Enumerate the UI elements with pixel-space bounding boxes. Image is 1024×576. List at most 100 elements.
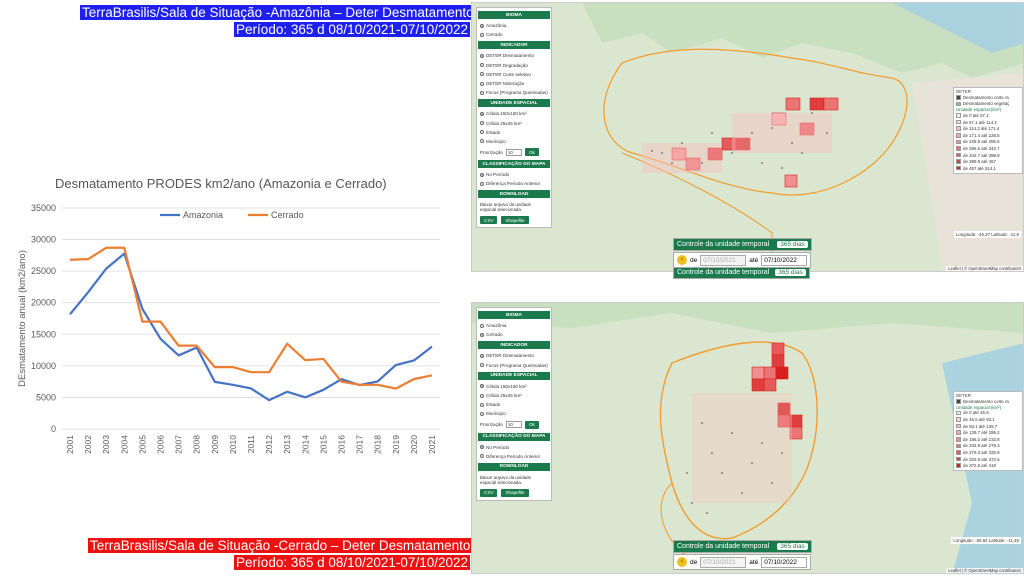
shapefile-button[interactable]: Shapefile bbox=[501, 488, 529, 497]
radio-button[interactable] bbox=[480, 139, 484, 144]
amazonia-basemap[interactable] bbox=[472, 3, 1024, 272]
map-panel-cerrado[interactable]: BIOMA Amazônia Cerrado INDICADOR DETER De… bbox=[471, 302, 1024, 574]
bioma-option[interactable]: Cerrado bbox=[478, 330, 550, 339]
radio-button[interactable] bbox=[480, 53, 484, 58]
legend-swatch bbox=[956, 159, 961, 164]
y-axis-label: DEsmatamento anual (km2/ano) bbox=[17, 250, 28, 387]
radio-button[interactable] bbox=[480, 384, 484, 389]
shapefile-button[interactable]: Shapefile bbox=[501, 216, 529, 225]
classificacao-option[interactable]: No Período bbox=[478, 443, 550, 452]
radio-button[interactable] bbox=[480, 323, 484, 328]
de-label: de bbox=[690, 256, 698, 264]
csv-button[interactable]: CSV bbox=[480, 216, 498, 225]
days-select[interactable]: 365 dias bbox=[777, 241, 808, 248]
bioma-option-label: Cerrado bbox=[486, 32, 503, 38]
csv-button[interactable]: CSV bbox=[480, 488, 498, 497]
days-select[interactable]: 365 dias bbox=[777, 543, 808, 550]
bioma-options: Amazônia Cerrado bbox=[478, 321, 550, 339]
unidade-option[interactable]: Célula 150x150 km² bbox=[478, 382, 550, 391]
radio-button[interactable] bbox=[480, 332, 484, 337]
legend-swatch bbox=[956, 399, 961, 404]
unidade-option[interactable]: Estado bbox=[478, 128, 550, 137]
legend-range-row: de 372.5 até 419 bbox=[956, 462, 1020, 469]
indicador-option[interactable]: DETER Corte seletivo bbox=[478, 70, 550, 79]
unidade-option[interactable]: Célula 25x25 km² bbox=[478, 391, 550, 400]
indicador-option[interactable]: DETER Desmatamento bbox=[478, 51, 550, 60]
bioma-option[interactable]: Cerrado bbox=[478, 30, 550, 39]
legend-range-row: de 342.7 até 399.9 bbox=[956, 152, 1020, 159]
legend-label: Cerrado bbox=[271, 210, 304, 220]
radio-button[interactable] bbox=[480, 32, 484, 37]
unidade-option[interactable]: Célula 25x25 km² bbox=[478, 119, 550, 128]
indicador-option[interactable]: DETER Desmatamento bbox=[478, 351, 550, 360]
radio-button[interactable] bbox=[480, 121, 484, 126]
radio-button[interactable] bbox=[480, 181, 484, 186]
date-from-input[interactable]: 07/10/2021 bbox=[700, 254, 747, 266]
days-select[interactable]: 365 dias bbox=[775, 269, 806, 276]
top-banner: TerraBrasilis/Sala de Situação -Amazônia… bbox=[80, 4, 476, 38]
radio-button[interactable] bbox=[480, 172, 484, 177]
date-to-input[interactable]: 07/10/2022 bbox=[761, 556, 808, 568]
radio-button[interactable] bbox=[480, 445, 484, 450]
radio-button[interactable] bbox=[480, 411, 484, 416]
deforestation-cells-cerrado[interactable] bbox=[692, 342, 803, 503]
legend-range-row: de 0 até 46.6 bbox=[956, 410, 1020, 417]
unidade-option[interactable]: Célula 150x150 km² bbox=[478, 109, 550, 118]
date-from-input[interactable]: 07/10/2021 bbox=[700, 556, 747, 568]
priorizacao-row: Priorização 10 Ok bbox=[478, 146, 550, 158]
indicador-option[interactable]: DETER Degradação bbox=[478, 61, 550, 70]
legend-swatch bbox=[956, 152, 961, 158]
radio-button[interactable] bbox=[480, 72, 484, 77]
unidade-option[interactable]: Município bbox=[478, 409, 550, 418]
map-attribution[interactable]: Leaflet | © OpenStreetMap contributors bbox=[946, 568, 1023, 573]
unidade-option-label: Célula 25x25 km² bbox=[486, 120, 522, 126]
legend-range-row: de 279.3 até 325.9 bbox=[956, 449, 1020, 456]
legend-range-row: de 0 até 57.1 bbox=[956, 112, 1020, 119]
ok-button[interactable]: Ok bbox=[524, 148, 539, 157]
indicador-option[interactable]: Focos (Programa Queimadas) bbox=[478, 88, 550, 97]
unidade-option[interactable]: Município bbox=[478, 137, 550, 146]
time-control-dates-amazonia: ‹ de 07/10/2021 até 07/10/2022 bbox=[673, 252, 812, 268]
bioma-option[interactable]: Amazônia bbox=[478, 321, 550, 330]
priorizacao-input[interactable]: 10 bbox=[505, 148, 522, 156]
radio-button[interactable] bbox=[480, 402, 484, 407]
bioma-header: BIOMA bbox=[478, 311, 550, 319]
deforestation-cells-amazonia[interactable] bbox=[642, 97, 839, 188]
x-tick-label: 2006 bbox=[156, 435, 166, 454]
legend-range-row: de 228.5 até 285.6 bbox=[956, 139, 1020, 146]
legend-swatch bbox=[956, 437, 961, 442]
legend-range-label: de 0 até 57.1 bbox=[963, 112, 989, 118]
back-arrow-icon[interactable]: ‹ bbox=[677, 255, 687, 265]
classificacao-option[interactable]: Diferença Período Anterior bbox=[478, 179, 550, 188]
classificacao-option[interactable]: Diferença Período Anterior bbox=[478, 452, 550, 461]
radio-button[interactable] bbox=[480, 130, 484, 135]
radio-button[interactable] bbox=[480, 81, 484, 86]
ok-button[interactable]: Ok bbox=[524, 420, 539, 429]
radio-button[interactable] bbox=[480, 393, 484, 398]
radio-button[interactable] bbox=[480, 454, 484, 459]
radio-button[interactable] bbox=[480, 90, 484, 95]
legend-swatch bbox=[956, 119, 961, 125]
map-panel-amazonia[interactable]: BIOMA Amazônia Cerrado INDICADOR DETER De… bbox=[471, 2, 1024, 272]
back-arrow-icon[interactable]: ‹ bbox=[677, 557, 687, 567]
chart-title: Desmatamento PRODES km2/ano (Amazonia e … bbox=[55, 176, 387, 191]
priorizacao-input[interactable]: 10 bbox=[505, 421, 522, 428]
bioma-option-label: Amazônia bbox=[486, 323, 507, 329]
radio-button[interactable] bbox=[480, 23, 484, 28]
cerrado-basemap[interactable] bbox=[472, 303, 1024, 574]
x-tick-label: 2003 bbox=[101, 435, 111, 454]
unidade-option[interactable]: Estado bbox=[478, 400, 550, 409]
indicador-option[interactable]: DETER Mineração bbox=[478, 79, 550, 88]
legend-swatch bbox=[956, 450, 961, 455]
map-attribution[interactable]: Leaflet | © OpenStreetMap contributors bbox=[946, 266, 1023, 271]
indicador-option[interactable]: Focos (Programa Queimadas) bbox=[478, 361, 550, 370]
classificacao-option[interactable]: No Período bbox=[478, 170, 550, 179]
radio-button[interactable] bbox=[480, 353, 484, 358]
date-to-input[interactable]: 07/10/2022 bbox=[761, 254, 808, 266]
bioma-option[interactable]: Amazônia bbox=[478, 21, 550, 30]
x-tick-label: 2017 bbox=[355, 435, 365, 454]
radio-button[interactable] bbox=[480, 111, 484, 116]
radio-button[interactable] bbox=[480, 63, 484, 68]
radio-button[interactable] bbox=[480, 363, 484, 368]
legend-range-row: de 57.1 até 114.2 bbox=[956, 119, 1020, 126]
